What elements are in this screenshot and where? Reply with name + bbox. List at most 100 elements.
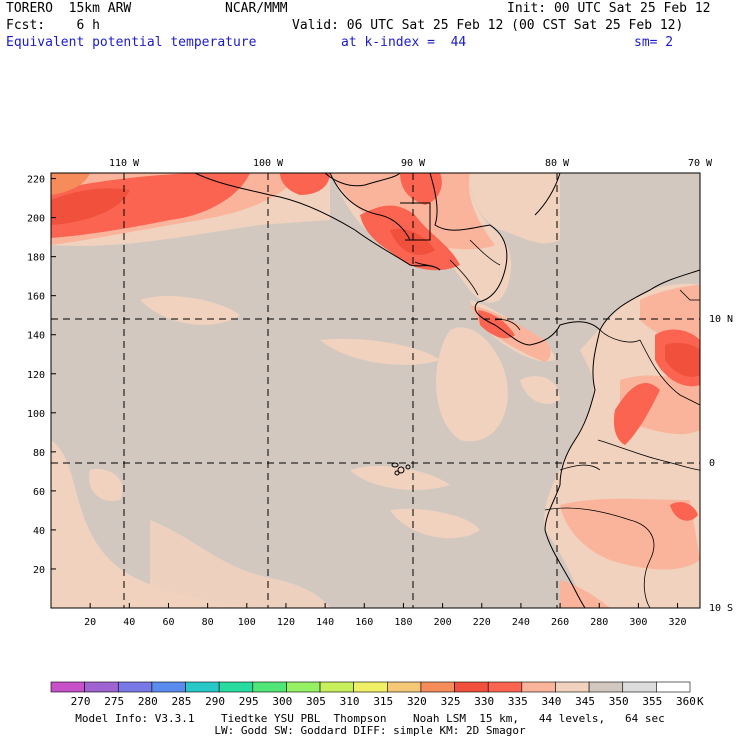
y-tick-marks: [51, 178, 56, 570]
x-tick-label: 20: [84, 617, 96, 628]
colorbar-unit: K: [697, 695, 704, 708]
coastlines: [194, 173, 700, 608]
x-tick-label: 40: [123, 617, 135, 628]
hot-areas: [51, 173, 700, 521]
lat-label: 0: [709, 458, 715, 469]
model-title: TORERO 15km ARW: [6, 1, 132, 16]
colorbar-swatch: [117, 681, 153, 693]
colorbar-swatch: [555, 681, 590, 693]
smoothing: sm= 2: [634, 35, 674, 50]
latitude-labels: 10 N 0 10 S: [709, 314, 733, 614]
colorbar-label: 320: [406, 695, 427, 708]
lat-label: 10 S: [709, 603, 733, 614]
y-tick-label: 200: [27, 214, 45, 225]
x-tick-label: 140: [316, 617, 334, 628]
colorbar-label: 310: [339, 695, 360, 708]
colorbar-label: 330: [474, 695, 495, 708]
colorbar-label: 295: [238, 695, 259, 708]
colorbar: [50, 681, 691, 693]
colorbar-swatch: [521, 681, 556, 693]
lon-label: 100 W: [253, 158, 284, 169]
forecast-hour: Fcst: 6 h: [6, 18, 100, 33]
y-tick-label: 80: [33, 448, 45, 459]
colorbar-swatch: [84, 681, 119, 693]
colorbar-label: 335: [507, 695, 528, 708]
colorbar-label: 270: [70, 695, 91, 708]
y-tick-label: 40: [33, 526, 45, 537]
center-name: NCAR/MMM: [225, 1, 288, 16]
x-tick-label: 120: [277, 617, 295, 628]
lat-lon-grid: [51, 173, 700, 608]
model-info-line2: LW: Godd SW: Goddard DIFF: simple KM: 2D…: [214, 724, 526, 737]
y-tick-label: 60: [33, 487, 45, 498]
colorbar-label: 350: [608, 695, 629, 708]
colorbar-swatch: [622, 681, 657, 693]
x-tick-labels: 20 40 60 80 100 120 140 160 180 200 220 240 260 280 30…: [84, 617, 686, 628]
colorbar-swatch: [151, 681, 186, 693]
init-time: Init: 00 UTC Sat 25 Feb 12: [507, 1, 711, 16]
lon-label: 90 W: [401, 158, 426, 169]
colorbar-label: 340: [541, 695, 562, 708]
peak-areas: [51, 173, 90, 195]
x-tick-label: 300: [629, 617, 647, 628]
colorbar-swatch: [50, 681, 85, 693]
colorbar-swatch: [353, 681, 388, 693]
colorbar-swatch: [656, 681, 691, 693]
x-tick-label: 240: [512, 617, 530, 628]
x-tick-label: 200: [434, 617, 452, 628]
colorbar-label: 285: [171, 695, 192, 708]
colorbar-swatch: [286, 681, 321, 693]
hottest-areas: [51, 188, 700, 377]
colorbar-swatch: [185, 681, 220, 693]
y-tick-label: 180: [27, 253, 45, 264]
lon-label: 110 W: [109, 158, 140, 169]
map-frame: [50, 172, 701, 609]
country-borders: [449, 239, 700, 608]
colorbar-swatch: [252, 681, 287, 693]
x-tick-marks: [89, 603, 679, 608]
x-tick-label: 100: [238, 617, 256, 628]
model-info-line1: Model Info: V3.3.1 Tiedtke YSU PBL Thomp…: [75, 712, 665, 725]
colorbar-label: 355: [642, 695, 663, 708]
colorbar-swatch: [319, 681, 354, 693]
lon-label: 70 W: [688, 158, 713, 169]
colorbar-label: 360: [676, 695, 696, 708]
lat-label: 10 N: [709, 314, 733, 325]
valid-time: Valid: 06 UTC Sat 25 Feb 12 (00 CST Sat …: [292, 18, 684, 33]
x-tick-label: 320: [669, 617, 687, 628]
colorbar-swatch: [487, 681, 523, 693]
y-tick-labels: 20 40 60 80 100 120 140 160 180 200 220: [27, 175, 45, 576]
y-tick-label: 120: [27, 370, 45, 381]
colorbar-label: 300: [272, 695, 293, 708]
map-plot-area: [51, 173, 700, 608]
colorbar-label: 305: [306, 695, 326, 708]
longitude-labels: 110 W 100 W 90 W 80 W 70 W: [109, 158, 713, 169]
x-tick-label: 60: [162, 617, 174, 628]
colorbar-swatch: [588, 681, 624, 693]
x-tick-label: 260: [551, 617, 569, 628]
y-tick-label: 100: [27, 409, 45, 420]
colorbar-label: 315: [373, 695, 394, 708]
y-tick-label: 20: [33, 565, 45, 576]
galapagos-islands: [391, 462, 411, 476]
x-tick-label: 180: [394, 617, 412, 628]
x-tick-label: 220: [473, 617, 491, 628]
colorbar-swatch: [454, 681, 489, 693]
colorbar-swatch: [387, 681, 422, 693]
field-name: Equivalent potential temperature: [6, 35, 257, 50]
colorbar-label: 345: [575, 695, 595, 708]
colorbar-label: 280: [137, 695, 158, 708]
y-tick-label: 220: [27, 175, 45, 186]
y-tick-label: 140: [27, 331, 45, 342]
colorbar-label: 275: [104, 695, 125, 708]
level-index: at k-index = 44: [341, 35, 467, 50]
x-tick-label: 160: [355, 617, 373, 628]
colorbar-swatch: [420, 681, 455, 693]
x-tick-label: 80: [202, 617, 214, 628]
colorbar-label: 290: [205, 695, 226, 708]
y-tick-label: 160: [27, 292, 45, 303]
colorbar-swatch: [218, 681, 254, 693]
colorbar-label: 325: [440, 695, 461, 708]
lon-label: 80 W: [545, 158, 570, 169]
